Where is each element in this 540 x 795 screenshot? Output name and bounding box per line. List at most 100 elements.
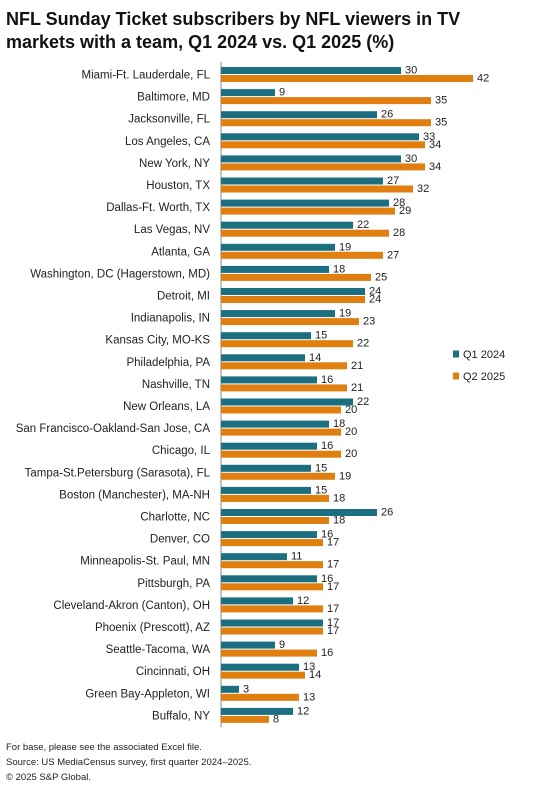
- data-label: 19: [339, 308, 351, 320]
- data-label: 9: [279, 87, 285, 99]
- data-label: 8: [273, 713, 279, 725]
- data-label: 12: [297, 595, 309, 607]
- category-label: Cincinnati, OH: [136, 666, 210, 678]
- bar-q2-2025: [221, 75, 473, 82]
- category-label: Indianapolis, IN: [131, 313, 210, 325]
- bar-q2-2025: [221, 693, 299, 701]
- bar-q2-2025: [221, 649, 317, 657]
- data-label: 22: [357, 396, 369, 408]
- bar-q2-2025: [221, 384, 347, 392]
- data-label: 20: [345, 448, 357, 460]
- data-label: 21: [351, 382, 363, 394]
- bar-q2-2025: [221, 406, 341, 414]
- category-label: Miami-Ft. Lauderdale, FL: [82, 70, 211, 82]
- data-label: 17: [327, 625, 339, 637]
- data-label: 18: [333, 492, 345, 504]
- legend-swatch: [453, 350, 459, 358]
- category-label: Jacksonville, FL: [128, 114, 210, 126]
- category-label: Dallas-Ft. Worth, TX: [106, 202, 210, 214]
- data-label: 3: [243, 683, 249, 695]
- data-label: 17: [327, 603, 339, 615]
- category-label: Detroit, MI: [157, 291, 210, 303]
- bar-q1-2024: [221, 663, 299, 671]
- data-label: 32: [417, 183, 429, 195]
- category-label: Los Angeles, CA: [125, 136, 210, 148]
- bar-q1-2024: [221, 243, 335, 251]
- data-label: 17: [327, 559, 339, 571]
- category-label: Pittsburgh, PA: [137, 578, 210, 590]
- category-label: Cleveland-Akron (Canton), OH: [53, 600, 210, 612]
- bar-q2-2025: [221, 251, 383, 259]
- bar-q2-2025: [221, 539, 323, 547]
- bar-q2-2025: [221, 340, 353, 348]
- category-label: Green Bay-Appleton, WI: [85, 688, 210, 700]
- data-label: 35: [435, 95, 447, 107]
- bar-q1-2024: [221, 575, 317, 583]
- bar-q1-2024: [221, 155, 401, 163]
- category-label: Philadelphia, PA: [126, 357, 210, 369]
- data-label: 28: [393, 197, 405, 209]
- category-label: San Francisco-Oakland-San Jose, CA: [16, 423, 211, 435]
- category-label: Baltimore, MD: [137, 92, 210, 104]
- bar-q1-2024: [221, 597, 293, 605]
- data-label: 11: [291, 551, 302, 563]
- bar-q1-2024: [221, 486, 311, 494]
- category-label: Kansas City, MO-KS: [105, 335, 210, 347]
- category-label: New Orleans, LA: [123, 401, 210, 413]
- data-label: 16: [321, 374, 333, 386]
- category-label: Washington, DC (Hagerstown, MD): [30, 268, 210, 280]
- data-label: 12: [297, 705, 309, 717]
- bar-q2-2025: [221, 494, 329, 502]
- bar-q1-2024: [221, 221, 353, 229]
- bar-q2-2025: [221, 119, 431, 127]
- bar-q2-2025: [221, 627, 323, 635]
- category-label: Phoenix (Prescott), AZ: [95, 622, 210, 634]
- data-label: 29: [399, 205, 411, 217]
- bar-q1-2024: [221, 376, 317, 384]
- data-label: 15: [315, 330, 327, 342]
- bar-q1-2024: [221, 685, 239, 693]
- data-label: 17: [327, 617, 339, 629]
- data-label: 13: [303, 691, 315, 703]
- bar-q1-2024: [221, 310, 335, 318]
- data-label: 16: [321, 440, 333, 452]
- bar-q2-2025: [221, 229, 389, 237]
- bar-q1-2024: [221, 354, 305, 362]
- chart-title: NFL Sunday Ticket subscribers by NFL vie…: [6, 9, 461, 52]
- data-label: 19: [339, 470, 351, 482]
- bar-q1-2024: [221, 199, 389, 207]
- data-label: 22: [357, 338, 369, 350]
- data-label: 23: [363, 316, 375, 328]
- bar-q1-2024: [221, 531, 317, 539]
- data-label: 17: [327, 581, 339, 593]
- data-label: 21: [351, 360, 363, 372]
- data-label: 16: [321, 529, 333, 541]
- data-label: 30: [405, 65, 417, 77]
- category-label: Denver, CO: [150, 534, 210, 546]
- data-label: 18: [333, 515, 345, 527]
- bar-q2-2025: [221, 185, 413, 193]
- bar-chart: Miami-Ft. Lauderdale, FL 30 42 Baltimore, M…: [16, 62, 505, 728]
- data-label: 34: [429, 139, 441, 151]
- data-label: 14: [309, 352, 321, 364]
- bar-q2-2025: [221, 207, 395, 215]
- data-label: 20: [345, 404, 357, 416]
- data-label: 15: [315, 462, 327, 474]
- category-label: Houston, TX: [146, 180, 210, 192]
- bar-q2-2025: [221, 605, 323, 613]
- bar-q2-2025: [221, 428, 341, 436]
- bar-q1-2024: [221, 398, 353, 406]
- bar-q1-2024: [221, 177, 383, 185]
- data-label: 35: [435, 117, 447, 129]
- bar-q1-2024: [221, 89, 275, 97]
- data-label: 30: [405, 153, 417, 165]
- category-label: Minneapolis-St. Paul, MN: [80, 556, 210, 568]
- bar-q1-2024: [221, 265, 329, 273]
- data-label: 15: [315, 484, 327, 496]
- bar-q1-2024: [221, 332, 311, 340]
- data-label: 34: [429, 161, 441, 173]
- bar-q1-2024: [221, 67, 401, 74]
- data-label: 18: [333, 418, 345, 430]
- data-label: 9: [279, 639, 285, 651]
- legend-swatch: [453, 372, 459, 380]
